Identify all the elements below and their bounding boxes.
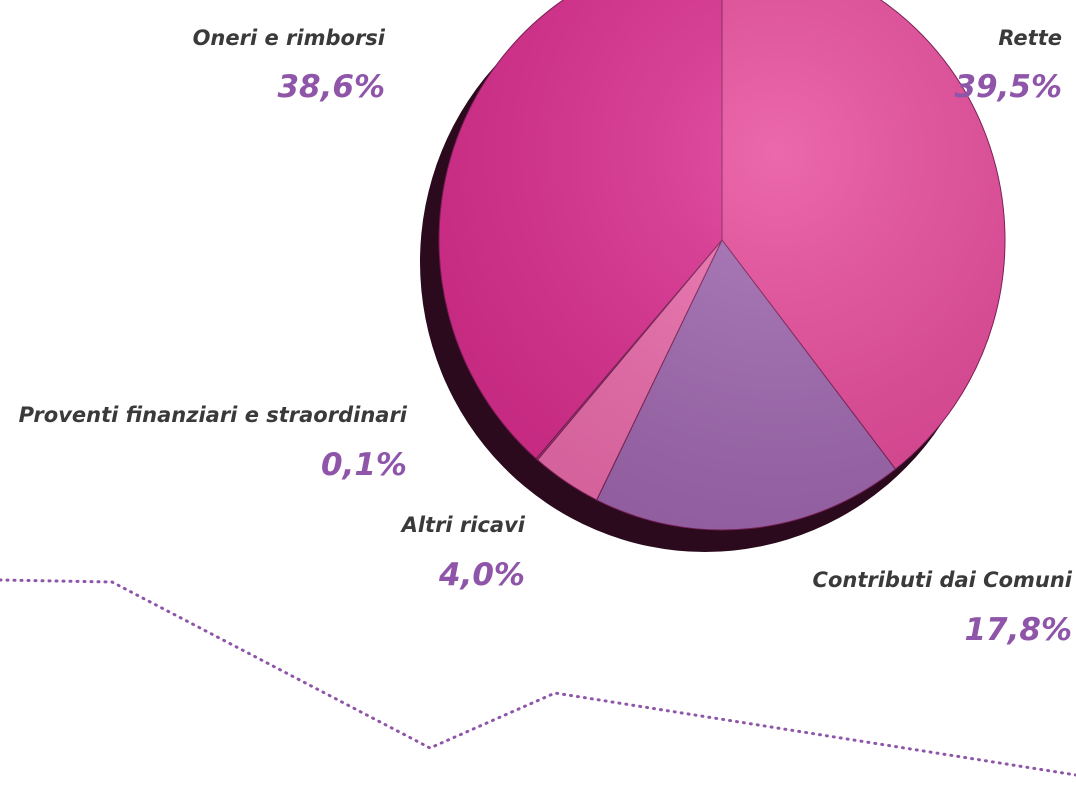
slice-value-label: 0,1% <box>321 447 407 483</box>
slice-value-label: 4,0% <box>438 557 525 593</box>
slice-value-label: 38,6% <box>277 69 385 105</box>
slice-name: Altri ricavi <box>400 513 526 537</box>
slice-name: Proventi finanziari e straordinari <box>19 403 408 427</box>
decorative-dotted-line <box>0 578 1076 777</box>
slice-value-label: 39,5% <box>954 69 1062 105</box>
slice-name: Oneri e rimborsi <box>193 26 386 50</box>
slice-name: Contributi dai Comuni <box>813 568 1073 592</box>
slice-name: Rette <box>998 26 1062 50</box>
slice-value-label: 17,8% <box>964 612 1072 648</box>
